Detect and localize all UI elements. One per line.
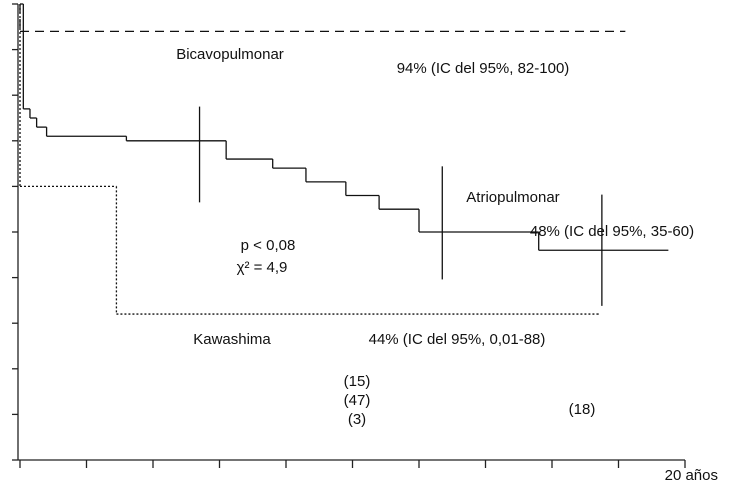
x-axis-label: 20 años [665, 467, 718, 484]
annotation: p < 0,08 [241, 237, 296, 254]
series-label: Kawashima [193, 331, 271, 348]
annotation: χ² = 4,9 [237, 259, 288, 276]
annotation: (15) [344, 373, 371, 390]
annotation: 44% (IC del 95%, 0,01-88) [369, 331, 546, 348]
annotation: (3) [348, 411, 366, 428]
annotation: 48% (IC del 95%, 35-60) [530, 223, 694, 240]
series-label: Bicavopulmonar [176, 46, 284, 63]
annotation: (18) [569, 401, 596, 418]
annotation: (47) [344, 392, 371, 409]
annotation: 94% (IC del 95%, 82-100) [397, 60, 570, 77]
series-label: Atriopulmonar [466, 189, 559, 206]
